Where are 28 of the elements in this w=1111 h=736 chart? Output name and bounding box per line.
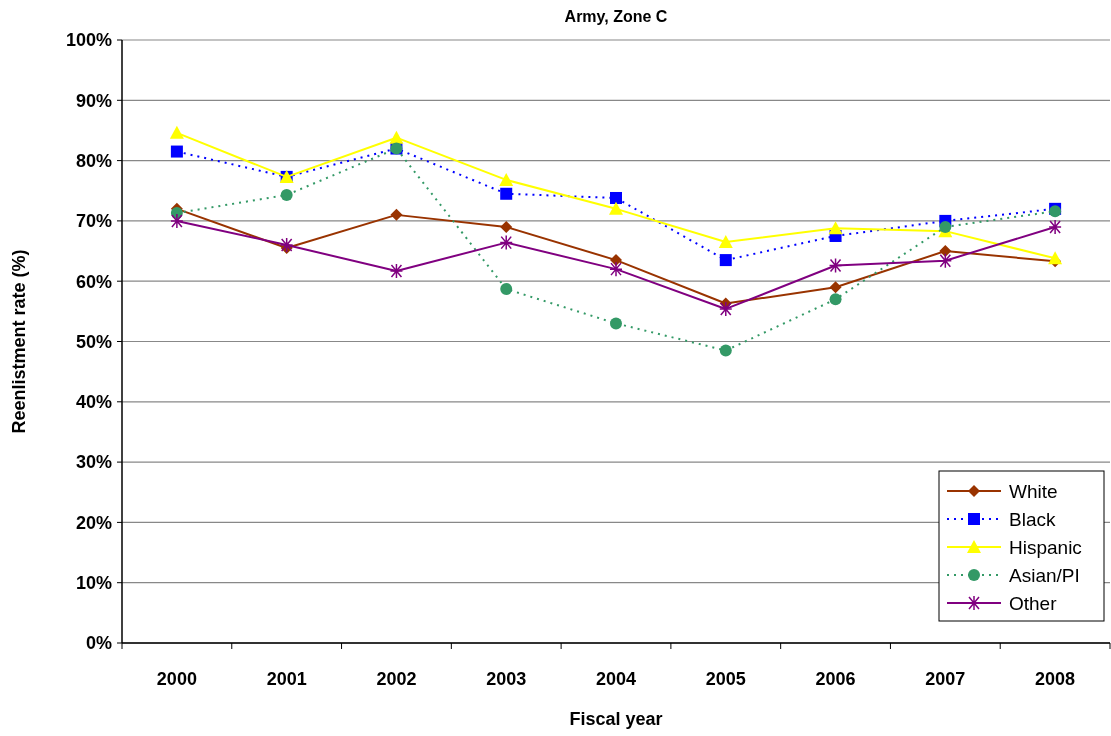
- x-tick-label: 2002: [376, 669, 417, 689]
- x-tick-label: 2001: [266, 669, 307, 689]
- x-tick-label: 2006: [815, 669, 856, 689]
- y-axis-title: Reenlistment rate (%): [9, 249, 29, 434]
- y-tick-label: 20%: [75, 512, 112, 533]
- legend-label: Asian/PI: [1009, 564, 1080, 586]
- x-tick-label: 2007: [925, 669, 966, 689]
- chart-title: Army, Zone C: [564, 8, 668, 25]
- y-tick-label: 80%: [75, 150, 112, 171]
- x-tick-label: 2008: [1035, 669, 1076, 689]
- y-tick-label: 100%: [65, 30, 112, 51]
- y-tick-label: 50%: [75, 331, 112, 352]
- x-tick-label: 2003: [486, 669, 527, 689]
- y-tick-label: 90%: [75, 90, 112, 111]
- y-tick-label: 70%: [75, 211, 112, 232]
- x-tick-label: 2000: [156, 669, 197, 689]
- y-tick-label: 30%: [75, 452, 112, 473]
- y-tick-label: 40%: [75, 392, 112, 413]
- legend-label: White: [1009, 480, 1058, 502]
- y-tick-label: 0%: [85, 633, 112, 654]
- x-tick-label: 2004: [595, 669, 637, 689]
- x-axis-title: Fiscal year: [569, 709, 663, 729]
- x-tick-label: 2005: [705, 669, 746, 689]
- legend-label: Other: [1009, 592, 1058, 614]
- y-tick-label: 60%: [75, 271, 112, 292]
- legend-label: Hispanic: [1009, 536, 1082, 558]
- legend-label: Black: [1009, 508, 1056, 530]
- y-tick-label: 10%: [75, 573, 112, 593]
